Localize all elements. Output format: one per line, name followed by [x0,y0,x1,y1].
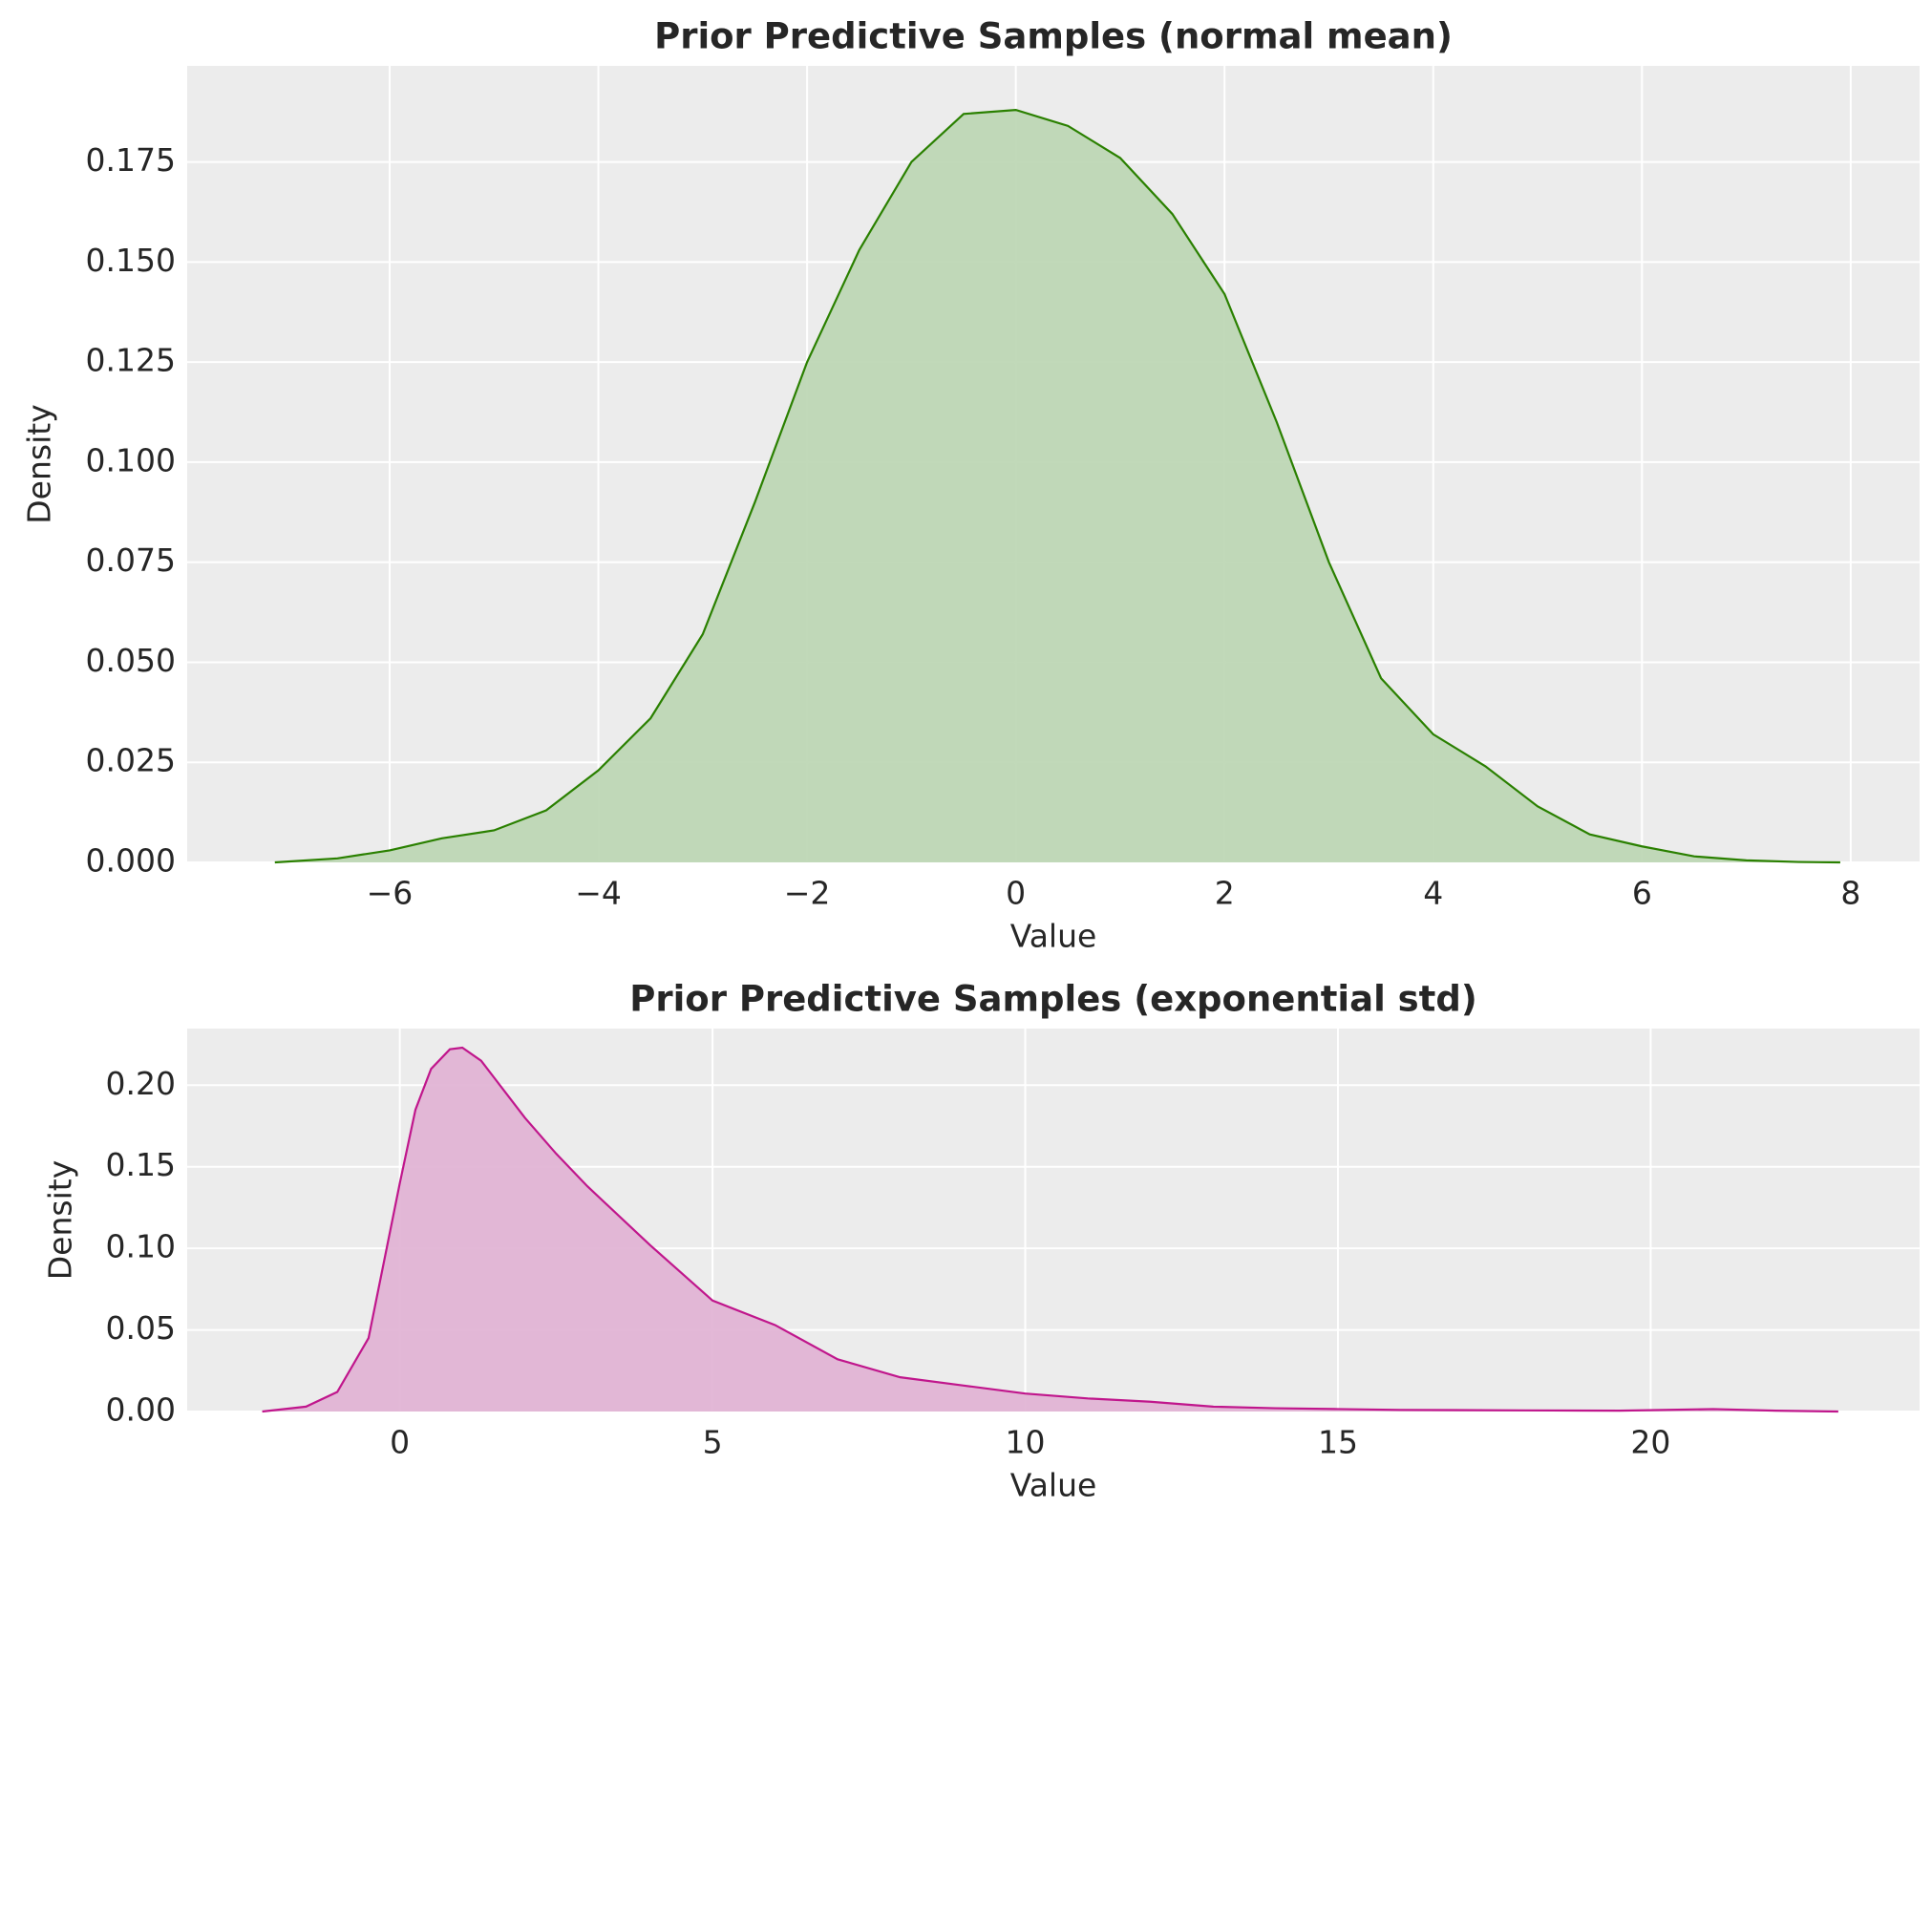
area-fill [274,110,1840,863]
y-axis-label: Density [42,1160,79,1280]
x-tick-label: −4 [575,875,622,912]
chart-title: Prior Predictive Samples (exponential st… [629,979,1477,1020]
x-tick-label: 6 [1632,875,1652,912]
x-tick-label: −6 [367,875,414,912]
y-tick-label: 0.000 [86,842,176,880]
density-line [274,108,1840,864]
area-fill [262,1047,1838,1412]
x-tick-label: 10 [1006,1424,1046,1461]
x-tick-label: 2 [1215,875,1235,912]
chart-title: Prior Predictive Samples (normal mean) [654,16,1453,57]
y-tick-label: 0.025 [86,742,176,779]
x-tick-label: 0 [390,1424,410,1461]
x-tick-label: −2 [784,875,831,912]
y-tick-label: 0.175 [86,141,176,179]
y-tick-label: 0.075 [86,541,176,579]
y-tick-label: 0.05 [106,1309,176,1347]
x-tick-label: 15 [1318,1424,1358,1461]
y-tick-label: 0.150 [86,242,176,279]
y-tick-label: 0.125 [86,342,176,379]
y-tick-label: 0.15 [106,1146,176,1183]
density-line [262,1046,1838,1413]
x-axis-label: Value [1010,1467,1097,1504]
y-tick-label: 0.100 [86,441,176,478]
x-tick-label: 20 [1630,1424,1670,1461]
x-tick-label: 4 [1423,875,1443,912]
y-tick-label: 0.050 [86,642,176,679]
x-tick-label: 8 [1840,875,1860,912]
x-tick-label: 5 [703,1424,723,1461]
x-tick-label: 0 [1006,875,1026,912]
y-tick-label: 0.00 [106,1391,176,1429]
y-axis-label: Density [21,404,58,523]
x-axis-label: Value [1010,918,1097,955]
y-tick-label: 0.20 [106,1065,176,1102]
y-tick-label: 0.10 [106,1228,176,1265]
